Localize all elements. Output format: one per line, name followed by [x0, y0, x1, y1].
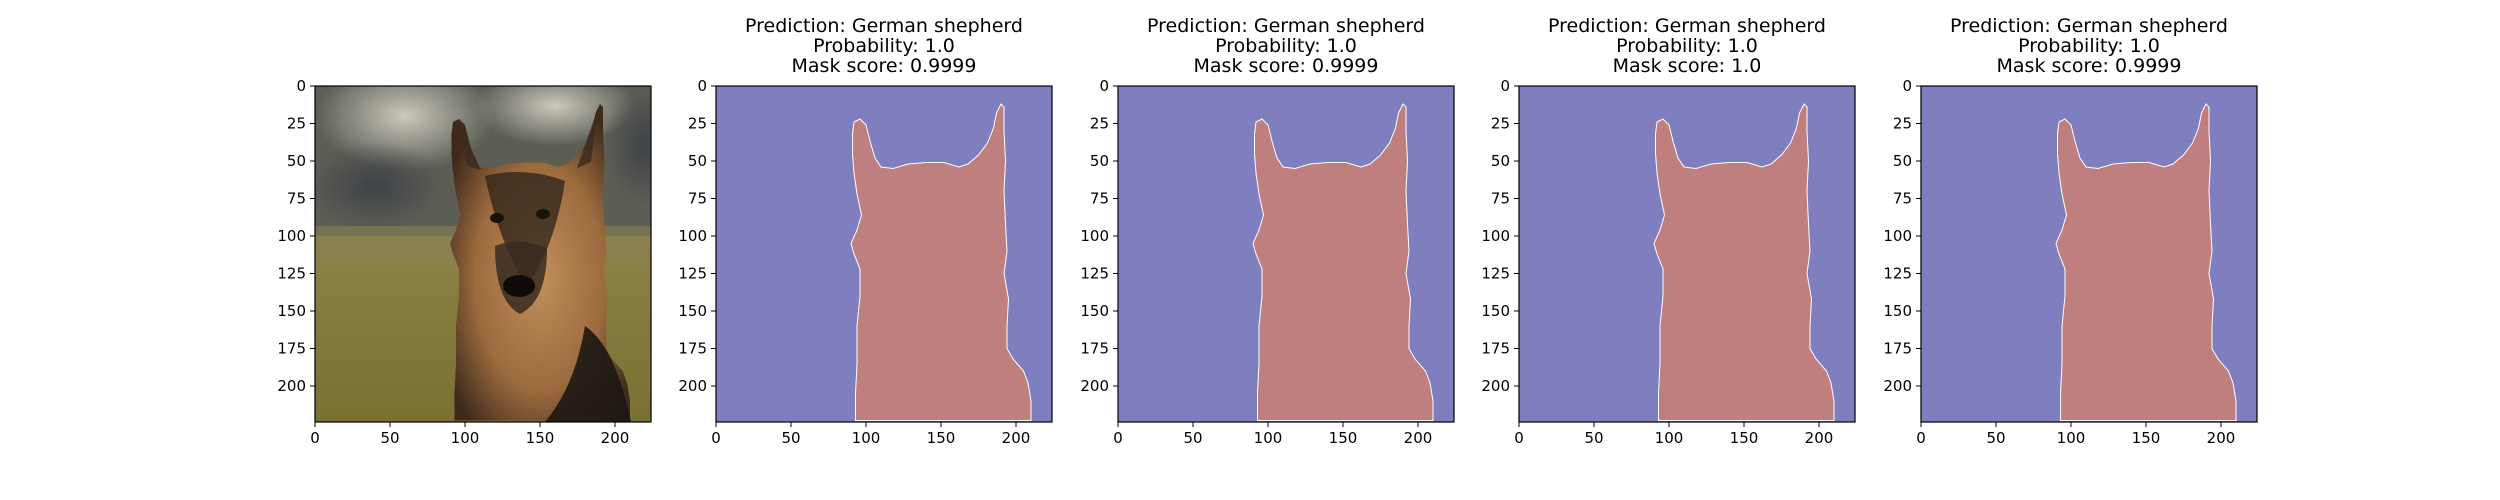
panel-title-line: Mask score: 0.9999 [1997, 55, 2182, 77]
panel-title-line: Mask score: 0.9999 [1194, 55, 1379, 77]
y-tick-label: 100 [1080, 227, 1109, 245]
panel-title-line: Mask score: 0.9999 [792, 55, 977, 77]
dog-photo [315, 86, 651, 422]
x-tick-label: 150 [526, 429, 555, 447]
x-tick-label: 50 [781, 429, 800, 447]
y-tick-label: 150 [1481, 302, 1510, 320]
y-tick-label: 200 [1080, 377, 1109, 395]
segmentation-mask [1921, 86, 2257, 422]
y-tick-label: 25 [287, 115, 306, 133]
y-tick-label: 50 [1893, 152, 1912, 170]
x-tick-label: 200 [2207, 429, 2236, 447]
y-tick-label: 150 [1883, 302, 1912, 320]
y-tick-label: 100 [277, 227, 306, 245]
y-tick-label: 200 [1481, 377, 1510, 395]
panel-title-line: Prediction: German shepherd [1548, 15, 1826, 37]
y-tick-label: 0 [1099, 77, 1109, 95]
y-tick-label: 0 [296, 77, 306, 95]
panel-title-line: Probability: 1.0 [813, 35, 955, 57]
y-tick-label: 75 [1090, 190, 1109, 208]
x-tick-label: 150 [2132, 429, 2161, 447]
y-tick-label: 175 [1883, 340, 1912, 358]
panel-4: Prediction: German shepherdProbability: … [1883, 15, 2258, 447]
panel-title-line: Mask score: 1.0 [1613, 55, 1762, 77]
x-tick-label: 200 [1404, 429, 1433, 447]
y-tick-label: 150 [1080, 302, 1109, 320]
y-tick-label: 100 [1481, 227, 1510, 245]
y-tick-label: 200 [277, 377, 306, 395]
x-tick-label: 200 [601, 429, 630, 447]
y-tick-label: 175 [1481, 340, 1510, 358]
segmentation-mask [716, 86, 1052, 422]
y-tick-label: 75 [1893, 190, 1912, 208]
x-tick-label: 150 [927, 429, 956, 447]
y-tick-label: 75 [1491, 190, 1510, 208]
y-tick-label: 0 [1500, 77, 1510, 95]
x-tick-label: 50 [1584, 429, 1603, 447]
panel-title-line: Probability: 1.0 [2018, 35, 2160, 57]
panel-title-line: Prediction: German shepherd [1147, 15, 1425, 37]
axes-frame [715, 85, 1053, 423]
x-tick-label: 100 [2057, 429, 2086, 447]
y-tick-label: 125 [1481, 265, 1510, 283]
panel-2: Prediction: German shepherdProbability: … [1080, 15, 1455, 447]
y-tick-label: 175 [1080, 340, 1109, 358]
axes-frame [1117, 85, 1455, 423]
y-tick-label: 50 [1491, 152, 1510, 170]
panel-title-line: Probability: 1.0 [1215, 35, 1357, 57]
panel-title-line: Probability: 1.0 [1616, 35, 1758, 57]
y-tick-label: 150 [277, 302, 306, 320]
panel-3: Prediction: German shepherdProbability: … [1481, 15, 1856, 447]
x-tick-label: 0 [1113, 429, 1123, 447]
y-tick-label: 200 [1883, 377, 1912, 395]
y-tick-label: 0 [1902, 77, 1912, 95]
segmentation-mask [1118, 86, 1454, 422]
x-tick-label: 50 [380, 429, 399, 447]
x-tick-label: 0 [1514, 429, 1524, 447]
y-tick-label: 50 [287, 152, 306, 170]
y-tick-label: 125 [277, 265, 306, 283]
y-tick-label: 25 [1893, 115, 1912, 133]
y-tick-label: 200 [678, 377, 707, 395]
x-tick-label: 50 [1183, 429, 1202, 447]
y-tick-label: 175 [277, 340, 306, 358]
y-tick-label: 50 [1090, 152, 1109, 170]
axes-frame [1920, 85, 2258, 423]
x-tick-label: 0 [310, 429, 320, 447]
y-tick-label: 100 [1883, 227, 1912, 245]
y-tick-label: 100 [678, 227, 707, 245]
x-tick-label: 200 [1002, 429, 1031, 447]
panel-0: 0 50 100 150 200 0 25 50 75 100 125 150 175 200 [277, 77, 652, 447]
y-tick-label: 75 [688, 190, 707, 208]
x-tick-label: 150 [1730, 429, 1759, 447]
x-tick-label: 150 [1329, 429, 1358, 447]
x-tick-label: 100 [1254, 429, 1283, 447]
y-tick-label: 125 [1080, 265, 1109, 283]
x-tick-label: 0 [711, 429, 721, 447]
x-tick-label: 100 [451, 429, 480, 447]
axes-frame [1518, 85, 1856, 423]
x-tick-label: 200 [1805, 429, 1834, 447]
segmentation-mask [1519, 86, 1855, 422]
y-tick-label: 25 [1090, 115, 1109, 133]
x-tick-label: 0 [1916, 429, 1926, 447]
panel-title-line: Prediction: German shepherd [745, 15, 1023, 37]
x-tick-label: 100 [1655, 429, 1684, 447]
y-tick-label: 25 [1491, 115, 1510, 133]
y-tick-label: 175 [678, 340, 707, 358]
y-tick-label: 25 [688, 115, 707, 133]
axes-frame [314, 85, 652, 423]
y-tick-label: 50 [688, 152, 707, 170]
y-tick-label: 150 [678, 302, 707, 320]
y-tick-label: 125 [1883, 265, 1912, 283]
y-tick-label: 125 [678, 265, 707, 283]
x-tick-label: 100 [852, 429, 881, 447]
y-tick-label: 75 [287, 190, 306, 208]
panel-1: Prediction: German shepherdProbability: … [678, 15, 1053, 447]
y-tick-label: 0 [697, 77, 707, 95]
x-tick-label: 50 [1986, 429, 2005, 447]
panel-title-line: Prediction: German shepherd [1950, 15, 2228, 37]
